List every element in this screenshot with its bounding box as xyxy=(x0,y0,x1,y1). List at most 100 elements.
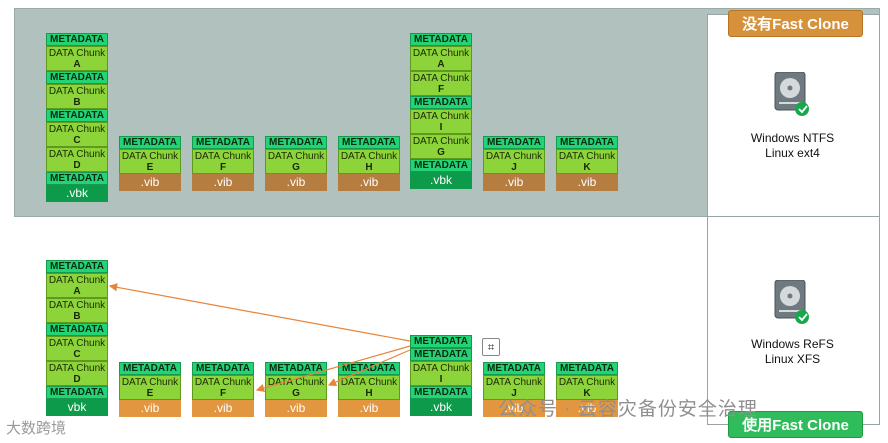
data-chunk-label: DATA Chunk xyxy=(121,377,179,388)
os-top-line2: Linux ext4 xyxy=(765,146,820,160)
metadata-block: METADATA xyxy=(483,136,545,149)
vib-file-label: .vib xyxy=(192,174,254,191)
metadata-block: METADATA xyxy=(46,33,108,46)
top-vbk-full-backup-1: METADATA DATA Chunk A METADATA DATA Chunk… xyxy=(46,33,108,202)
data-chunk-label: DATA Chunk xyxy=(412,363,470,374)
data-chunk: DATA Chunk G xyxy=(265,149,327,174)
bottom-vib-incremental: METADATA DATA Chunk F .vib xyxy=(192,362,254,417)
data-chunk-label: DATA Chunk xyxy=(340,377,398,388)
data-chunk: DATA Chunk A xyxy=(46,46,108,71)
data-chunk: DATA Chunk G xyxy=(410,134,472,159)
data-chunk-label: DATA Chunk xyxy=(412,111,470,122)
vib-file-label: .vib xyxy=(265,174,327,191)
chunk-letter: F xyxy=(437,84,445,95)
vbk-file-label: vbk xyxy=(46,399,108,416)
data-chunk: DATA Chunk K xyxy=(556,149,618,174)
metadata-block: METADATA xyxy=(192,136,254,149)
arrow-to-chunk-f xyxy=(255,345,411,393)
metadata-block: METADATA xyxy=(46,71,108,84)
metadata-block: METADATA xyxy=(119,362,181,375)
data-chunk-label: DATA Chunk xyxy=(412,136,470,147)
badge-use-fast-clone: 使用Fast Clone xyxy=(728,411,863,438)
data-chunk-label: DATA Chunk xyxy=(412,48,470,59)
chunk-letter: J xyxy=(511,162,517,173)
watermark-right: 公众号 · 云容灾备份安全治理 xyxy=(498,399,758,420)
chunk-letter: I xyxy=(439,374,443,385)
metadata-block: METADATA xyxy=(46,172,108,185)
data-chunk: DATA Chunk I xyxy=(410,109,472,134)
chunk-letter: A xyxy=(73,286,81,297)
metadata-block: METADATA xyxy=(556,136,618,149)
data-chunk: DATA Chunk B xyxy=(46,84,108,109)
vib-file-label: .vib xyxy=(483,174,545,191)
metadata-block: METADATA xyxy=(556,362,618,375)
data-chunk-label: DATA Chunk xyxy=(48,338,106,349)
os-label-bottom: Windows ReFS Linux XFS xyxy=(720,337,865,367)
data-chunk-label: DATA Chunk xyxy=(485,377,543,388)
os-bottom-line2: Linux XFS xyxy=(764,352,821,366)
chunk-letter: F xyxy=(219,162,227,173)
data-chunk: DATA Chunk C xyxy=(46,122,108,147)
bottom-vbk-full-backup-1: METADATA DATA Chunk A DATA Chunk B METADAT… xyxy=(46,260,108,416)
data-chunk: DATA Chunk E xyxy=(119,375,181,400)
data-chunk-label: DATA Chunk xyxy=(267,151,325,162)
data-chunk-label: DATA Chunk xyxy=(48,48,106,59)
vbk-file-text: vbk xyxy=(67,400,87,414)
data-chunk-label: DATA Chunk xyxy=(48,300,106,311)
top-vib-incremental: METADATA DATA Chunk K .vib xyxy=(556,136,618,191)
data-chunk: DATA Chunk F xyxy=(192,149,254,174)
bottom-vib-incremental: METADATA DATA Chunk E .vib xyxy=(119,362,181,417)
data-chunk-label: DATA Chunk xyxy=(267,377,325,388)
bottom-vib-incremental: METADATA DATA Chunk J .vib xyxy=(483,362,545,417)
chunk-letter: E xyxy=(146,388,154,399)
data-chunk: DATA Chunk E xyxy=(119,149,181,174)
top-vbk-full-backup-2: METADATA DATA Chunk A DATA Chunk F METADAT… xyxy=(410,33,472,189)
metadata-block: METADATA xyxy=(483,362,545,375)
metadata-block: METADATA xyxy=(338,136,400,149)
data-chunk: DATA Chunk D xyxy=(46,361,108,386)
chunk-letter: B xyxy=(73,97,81,108)
data-chunk-label: DATA Chunk xyxy=(121,151,179,162)
chunk-letter: K xyxy=(583,162,591,173)
data-chunk-label: DATA Chunk xyxy=(340,151,398,162)
metadata-block: METADATA xyxy=(410,348,472,361)
os-label-top: Windows NTFS Linux ext4 xyxy=(720,131,865,161)
data-chunk-label: DATA Chunk xyxy=(412,73,470,84)
chunk-letter: B xyxy=(73,311,81,322)
top-vib-incremental: METADATA DATA Chunk F .vib xyxy=(192,136,254,191)
chunk-letter: G xyxy=(292,162,300,173)
hard-disk-icon xyxy=(774,280,809,324)
hard-disk-icon xyxy=(774,72,809,116)
metadata-block: METADATA xyxy=(46,260,108,273)
data-chunk-label: DATA Chunk xyxy=(48,363,106,374)
watermark-left: 大数跨境 xyxy=(6,420,67,437)
data-chunk: DATA Chunk K xyxy=(556,375,618,400)
data-chunk-label: DATA Chunk xyxy=(48,124,106,135)
arrow-to-chunk-g xyxy=(327,349,411,386)
data-chunk-label: DATA Chunk xyxy=(48,275,106,286)
scan-icon[interactable]: ⌗ xyxy=(482,338,500,356)
data-chunk: DATA Chunk F xyxy=(192,375,254,400)
chunk-letter: F xyxy=(219,388,227,399)
metadata-block: METADATA xyxy=(410,33,472,46)
chunk-letter: D xyxy=(73,160,81,171)
vib-file-label: .vib xyxy=(338,174,400,191)
vbk-file-label: .vbk xyxy=(410,172,472,189)
metadata-block: METADATA xyxy=(410,386,472,399)
data-chunk-label: DATA Chunk xyxy=(48,86,106,97)
data-chunk-label: DATA Chunk xyxy=(485,151,543,162)
vib-file-label: .vib xyxy=(192,400,254,417)
top-vib-incremental: METADATA DATA Chunk H .vib xyxy=(338,136,400,191)
data-chunk: DATA Chunk A xyxy=(410,46,472,71)
data-chunk-label: DATA Chunk xyxy=(194,151,252,162)
chunk-letter: I xyxy=(439,122,443,133)
data-chunk-label: DATA Chunk xyxy=(558,377,616,388)
data-chunk: DATA Chunk J xyxy=(483,149,545,174)
data-chunk: DATA Chunk F xyxy=(410,71,472,96)
top-vib-incremental: METADATA DATA Chunk J .vib xyxy=(483,136,545,191)
vbk-file-label: .vbk xyxy=(410,399,472,416)
bottom-vib-incremental: METADATA DATA Chunk H .vib xyxy=(338,362,400,417)
bottom-vbk-synthetic-full: METADATA METADATA DATA Chunk I METADATA .… xyxy=(410,335,472,416)
metadata-block: METADATA xyxy=(410,96,472,109)
